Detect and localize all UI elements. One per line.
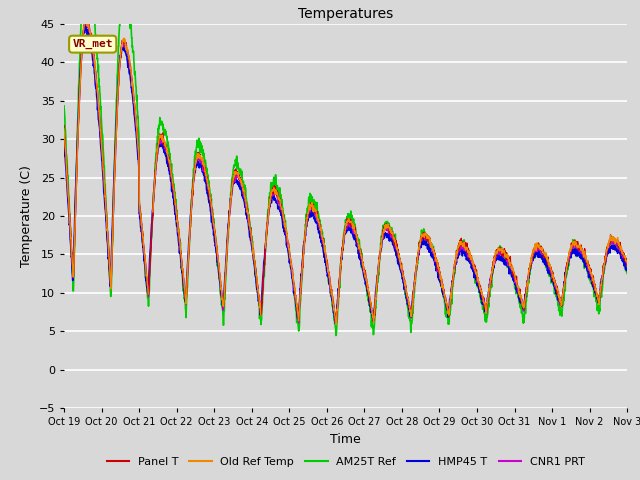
Panel T xyxy=(89,50,97,56)
Panel T xyxy=(81,16,89,22)
Panel T xyxy=(60,122,68,128)
CNR1 PRT xyxy=(332,321,340,326)
Line: CNR1 PRT: CNR1 PRT xyxy=(64,21,627,324)
Line: Panel T: Panel T xyxy=(64,19,627,323)
AM25T Ref xyxy=(607,238,615,244)
HMP45 T xyxy=(504,264,512,269)
Line: Old Ref Temp: Old Ref Temp xyxy=(64,19,627,325)
Old Ref Temp xyxy=(89,45,97,51)
Panel T xyxy=(319,237,327,242)
CNR1 PRT xyxy=(319,240,327,246)
CNR1 PRT xyxy=(60,132,68,137)
Old Ref Temp xyxy=(504,255,511,261)
AM25T Ref xyxy=(332,333,340,338)
HMP45 T xyxy=(81,23,89,28)
Panel T xyxy=(623,263,631,268)
Y-axis label: Temperature (C): Temperature (C) xyxy=(20,165,33,267)
Panel T xyxy=(607,236,615,241)
Old Ref Temp xyxy=(60,126,68,132)
Title: Temperatures: Temperatures xyxy=(298,8,393,22)
AM25T Ref xyxy=(60,103,68,108)
HMP45 T xyxy=(607,243,615,249)
Text: VR_met: VR_met xyxy=(72,39,113,49)
HMP45 T xyxy=(60,140,68,145)
AM25T Ref xyxy=(623,271,631,276)
Line: AM25T Ref: AM25T Ref xyxy=(64,0,627,336)
HMP45 T xyxy=(319,247,327,252)
AM25T Ref xyxy=(335,301,342,307)
CNR1 PRT xyxy=(607,237,615,242)
AM25T Ref xyxy=(89,8,97,14)
AM25T Ref xyxy=(319,237,327,242)
Panel T xyxy=(607,238,615,244)
Old Ref Temp xyxy=(607,237,614,243)
CNR1 PRT xyxy=(89,50,97,56)
CNR1 PRT xyxy=(82,18,90,24)
CNR1 PRT xyxy=(504,263,512,269)
Old Ref Temp xyxy=(334,295,342,301)
HMP45 T xyxy=(335,286,342,291)
Old Ref Temp xyxy=(623,260,631,266)
HMP45 T xyxy=(89,57,97,63)
HMP45 T xyxy=(607,245,615,251)
Panel T xyxy=(335,291,342,297)
HMP45 T xyxy=(332,320,339,326)
Line: HMP45 T: HMP45 T xyxy=(64,25,627,323)
Legend: Panel T, Old Ref Temp, AM25T Ref, HMP45 T, CNR1 PRT: Panel T, Old Ref Temp, AM25T Ref, HMP45 … xyxy=(102,453,589,471)
Panel T xyxy=(504,255,512,261)
AM25T Ref xyxy=(504,260,512,265)
AM25T Ref xyxy=(607,234,615,240)
CNR1 PRT xyxy=(623,262,631,268)
Panel T xyxy=(333,320,340,326)
X-axis label: Time: Time xyxy=(330,432,361,445)
Old Ref Temp xyxy=(319,237,327,242)
CNR1 PRT xyxy=(607,237,615,242)
HMP45 T xyxy=(623,264,631,270)
Old Ref Temp xyxy=(607,235,615,240)
CNR1 PRT xyxy=(335,292,342,298)
